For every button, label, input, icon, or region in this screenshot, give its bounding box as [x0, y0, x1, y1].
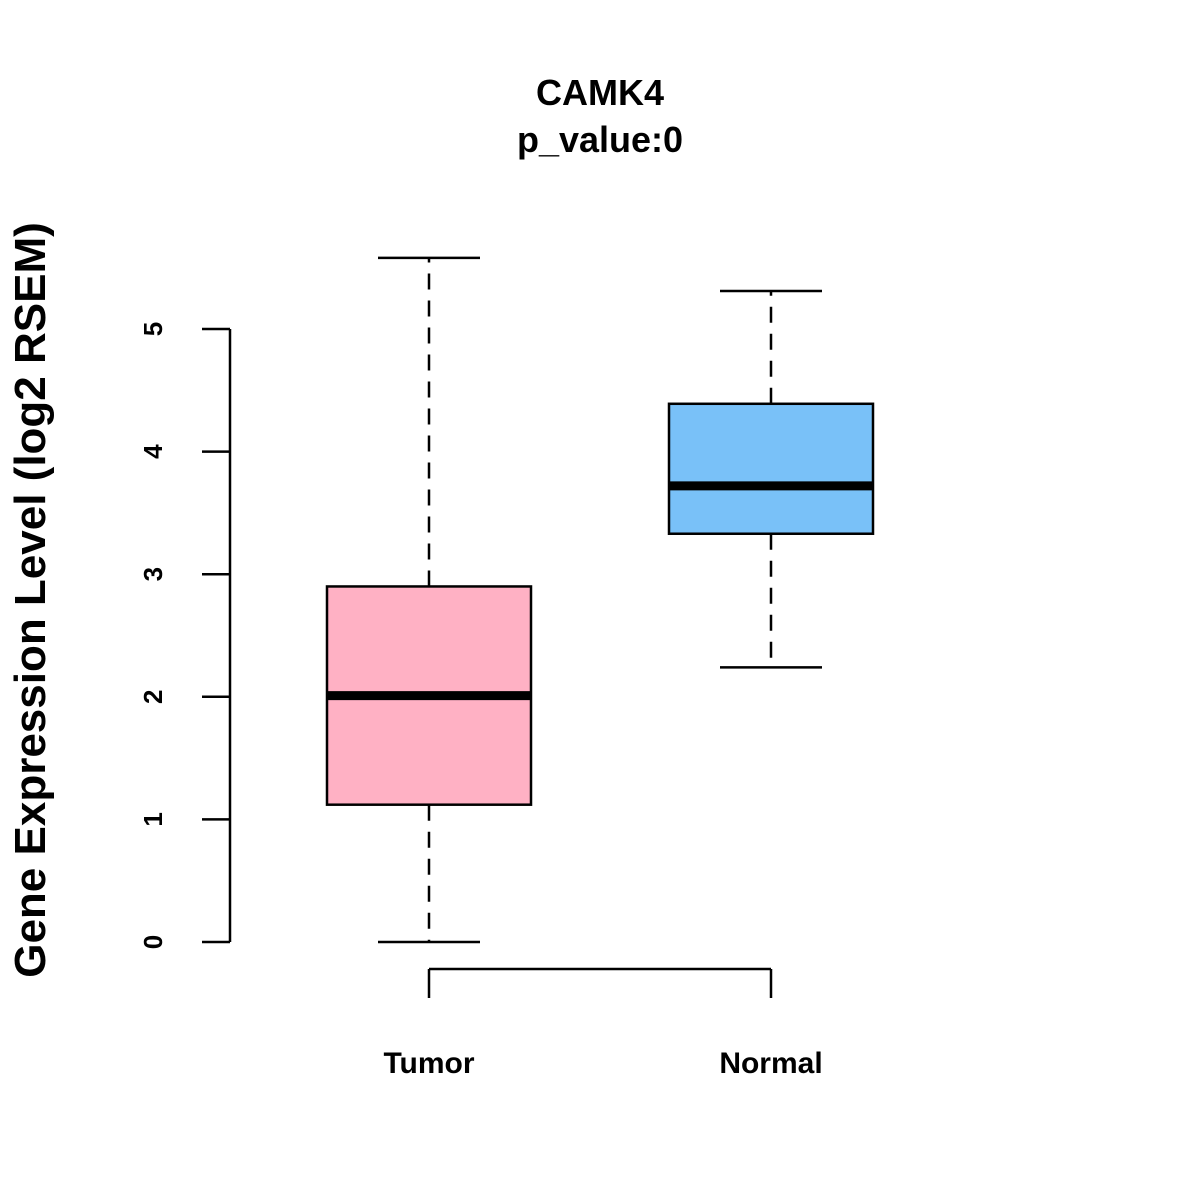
chart-title: CAMK4: [536, 72, 664, 113]
y-tick-label: 3: [138, 567, 168, 581]
y-axis: 0 1 2 3 4 5: [138, 322, 232, 949]
x-axis: Tumor Normal: [383, 967, 823, 1080]
y-tick-label: 1: [138, 812, 168, 826]
box-normal: [667, 289, 875, 669]
boxes: [325, 256, 875, 944]
y-tick-label: 5: [138, 322, 168, 336]
iqr-box: [667, 402, 875, 535]
y-tick-label: 4: [138, 444, 168, 459]
y-tick-label: 0: [138, 935, 168, 949]
y-axis-label: Gene Expression Level (log2 RSEM): [6, 222, 55, 978]
x-tick-label: Normal: [719, 1047, 822, 1080]
box-tumor: [325, 256, 533, 944]
x-tick-label: Tumor: [383, 1047, 474, 1080]
chart-subtitle: p_value:0: [517, 119, 683, 160]
y-tick-label: 2: [138, 690, 168, 704]
